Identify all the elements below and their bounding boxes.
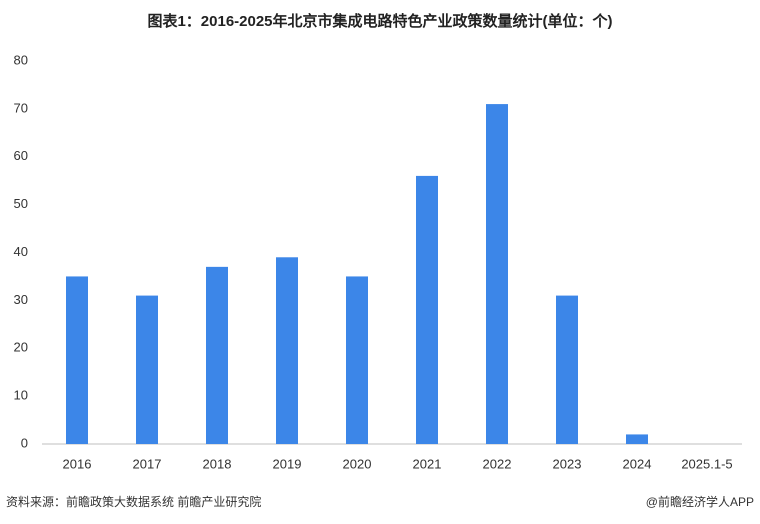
x-tick-label: 2025.1-5 <box>681 456 732 471</box>
y-tick-label: 30 <box>14 292 28 307</box>
y-tick-label: 20 <box>14 340 28 355</box>
y-tick-label: 80 <box>14 52 28 67</box>
bar <box>66 276 88 444</box>
x-tick-label: 2018 <box>203 456 232 471</box>
bar <box>136 295 158 444</box>
chart-title: 图表1：2016-2025年北京市集成电路特色产业政策数量统计(单位：个) <box>147 12 612 30</box>
bar <box>276 257 298 444</box>
y-tick-label: 60 <box>14 148 28 163</box>
bar <box>486 104 508 445</box>
y-tick-label: 0 <box>21 435 28 450</box>
bar <box>416 175 438 444</box>
x-tick-label: 2024 <box>623 456 652 471</box>
x-tick-label: 2016 <box>63 456 92 471</box>
bar <box>206 266 228 444</box>
y-tick-label: 40 <box>14 244 28 259</box>
x-tick-label: 2021 <box>413 456 442 471</box>
bar <box>626 434 648 444</box>
y-tick-label: 50 <box>14 196 28 211</box>
credit: @前瞻经济学人APP <box>646 494 754 509</box>
y-tick-label: 70 <box>14 100 28 115</box>
bar <box>346 276 368 444</box>
x-tick-label: 2023 <box>553 456 582 471</box>
x-tick-label: 2017 <box>133 456 162 471</box>
x-tick-label: 2022 <box>483 456 512 471</box>
x-tick-label: 2020 <box>343 456 372 471</box>
x-tick-label: 2019 <box>273 456 302 471</box>
y-tick-label: 10 <box>14 388 28 403</box>
source-note: 资料来源：前瞻政策大数据系统 前瞻产业研究院 <box>6 494 261 509</box>
bar <box>556 295 578 444</box>
